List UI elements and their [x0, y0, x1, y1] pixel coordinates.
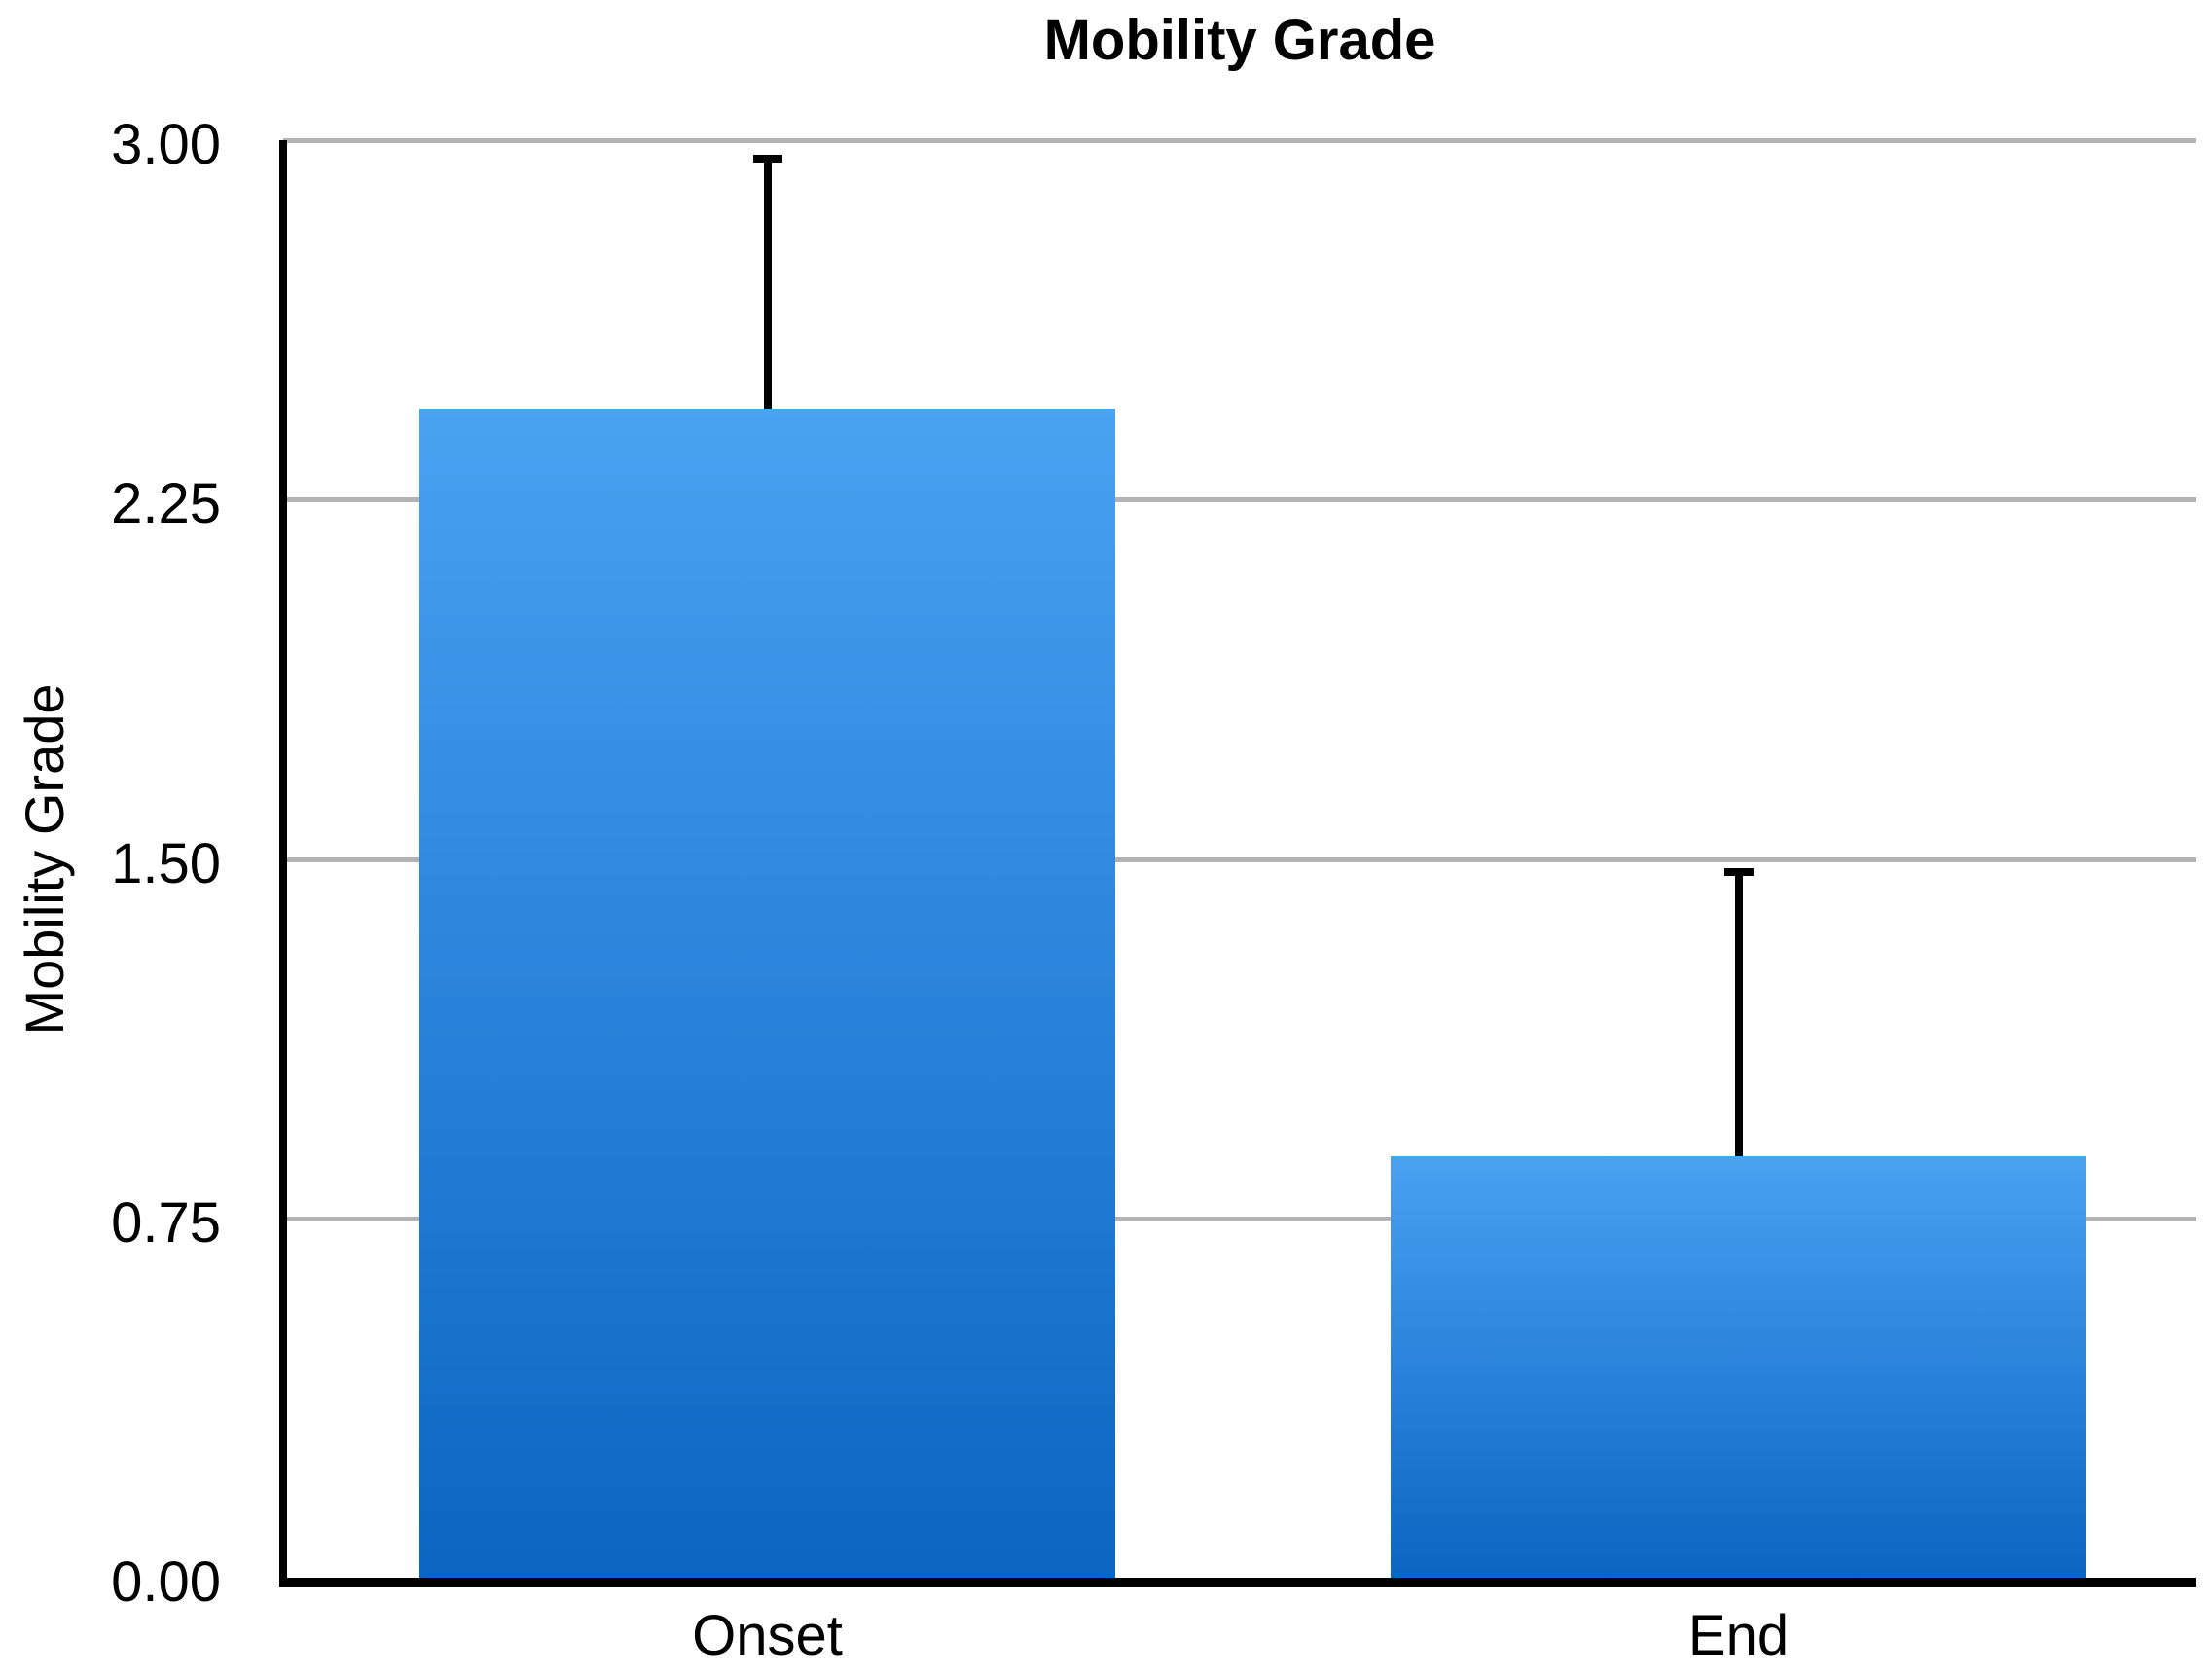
gridline	[283, 497, 2196, 503]
gridline	[283, 1216, 2196, 1221]
y-tick-label: 0.75	[111, 1190, 221, 1255]
y-tick-label: 3.00	[111, 113, 221, 176]
error-bar-cap	[1723, 868, 1754, 877]
x-axis-line	[279, 1578, 2196, 1587]
x-tick-label: End	[1687, 1604, 1790, 1667]
y-tick-label: 0.00	[111, 1550, 221, 1614]
bar-end	[1391, 1155, 2086, 1578]
error-bar-cap	[752, 154, 782, 163]
gridline	[283, 856, 2196, 862]
y-tick-label: 2.25	[111, 472, 221, 536]
bar-onset	[419, 408, 1115, 1578]
error-bar-stem	[763, 154, 772, 409]
error-bar-stem	[1734, 868, 1743, 1156]
chart-title: Mobility Grade	[1043, 9, 1436, 72]
y-tick-label: 1.50	[111, 831, 221, 895]
gridline	[283, 138, 2196, 143]
x-tick-label: Onset	[692, 1604, 843, 1667]
y-axis-line	[279, 140, 287, 1587]
